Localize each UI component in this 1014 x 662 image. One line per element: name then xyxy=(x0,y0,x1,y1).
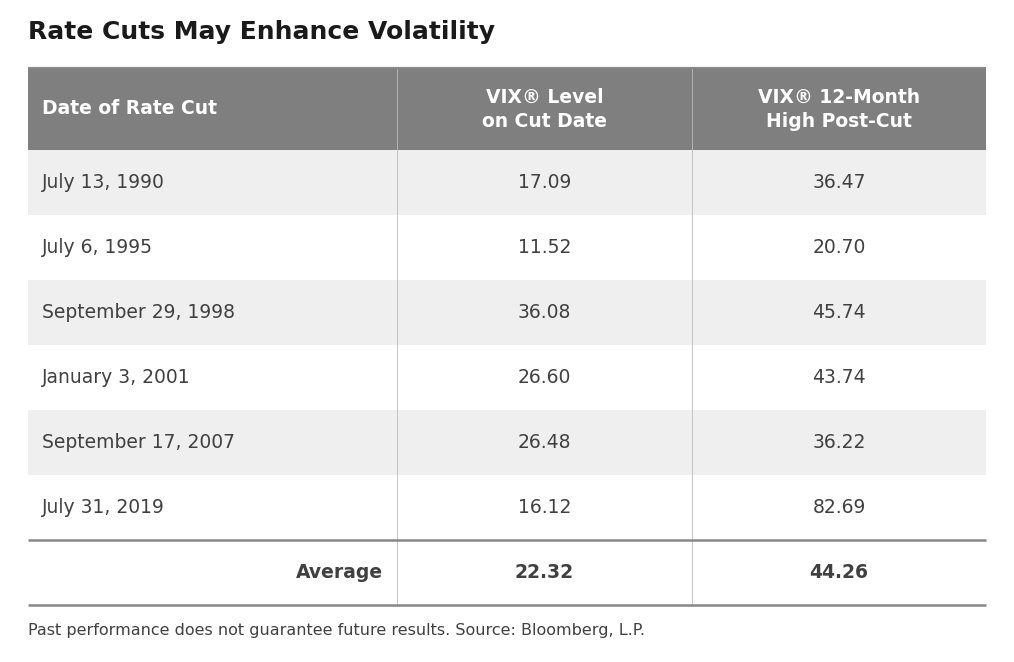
Text: 45.74: 45.74 xyxy=(812,303,866,322)
Bar xyxy=(28,68,986,150)
Bar xyxy=(28,150,986,215)
Bar xyxy=(28,280,986,345)
Text: Rate Cuts May Enhance Volatility: Rate Cuts May Enhance Volatility xyxy=(28,20,495,44)
Text: 36.22: 36.22 xyxy=(812,433,866,452)
Text: 82.69: 82.69 xyxy=(812,498,866,517)
Text: 36.08: 36.08 xyxy=(518,303,571,322)
Text: 36.47: 36.47 xyxy=(812,173,866,192)
Text: Past performance does not guarantee future results. Source: Bloomberg, L.P.: Past performance does not guarantee futu… xyxy=(28,623,645,638)
Text: 26.48: 26.48 xyxy=(517,433,571,452)
Text: 11.52: 11.52 xyxy=(518,238,571,257)
Bar xyxy=(28,475,986,540)
Bar xyxy=(28,540,986,605)
Text: July 13, 1990: July 13, 1990 xyxy=(42,173,165,192)
Text: VIX® 12-Month
High Post-Cut: VIX® 12-Month High Post-Cut xyxy=(757,87,920,130)
Bar xyxy=(28,410,986,475)
Text: 22.32: 22.32 xyxy=(515,563,574,582)
Text: September 17, 2007: September 17, 2007 xyxy=(42,433,235,452)
Text: 20.70: 20.70 xyxy=(812,238,866,257)
Text: 17.09: 17.09 xyxy=(518,173,571,192)
Bar xyxy=(28,215,986,280)
Text: July 31, 2019: July 31, 2019 xyxy=(42,498,165,517)
Text: July 6, 1995: July 6, 1995 xyxy=(42,238,153,257)
Bar xyxy=(28,345,986,410)
Text: September 29, 1998: September 29, 1998 xyxy=(42,303,235,322)
Text: Average: Average xyxy=(296,563,383,582)
Text: 43.74: 43.74 xyxy=(812,368,866,387)
Text: VIX® Level
on Cut Date: VIX® Level on Cut Date xyxy=(482,87,606,130)
Text: 26.60: 26.60 xyxy=(518,368,571,387)
Text: Date of Rate Cut: Date of Rate Cut xyxy=(42,99,217,118)
Text: 44.26: 44.26 xyxy=(809,563,868,582)
Text: 16.12: 16.12 xyxy=(518,498,571,517)
Text: January 3, 2001: January 3, 2001 xyxy=(42,368,191,387)
